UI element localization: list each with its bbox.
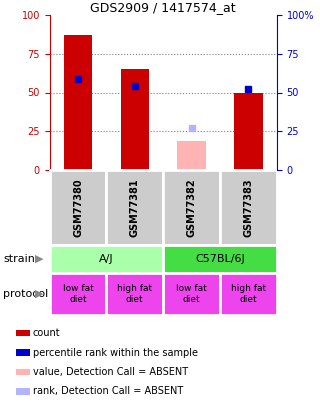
Text: rank, Detection Call = ABSENT: rank, Detection Call = ABSENT: [33, 386, 183, 396]
Text: GSM77383: GSM77383: [244, 178, 253, 237]
Text: low fat
diet: low fat diet: [176, 284, 207, 304]
Text: A/J: A/J: [99, 254, 114, 264]
Bar: [220, 273, 277, 315]
Bar: [121, 69, 149, 170]
Title: GDS2909 / 1417574_at: GDS2909 / 1417574_at: [90, 1, 236, 14]
Text: protocol: protocol: [3, 289, 48, 299]
Text: GSM77382: GSM77382: [187, 178, 196, 237]
Bar: [64, 35, 92, 170]
Bar: [163, 273, 220, 315]
Bar: [16, 350, 30, 356]
Bar: [50, 245, 163, 273]
Text: percentile rank within the sample: percentile rank within the sample: [33, 347, 198, 358]
Bar: [16, 369, 30, 375]
Text: strain: strain: [3, 254, 35, 264]
Bar: [50, 273, 106, 315]
Text: high fat
diet: high fat diet: [231, 284, 266, 304]
Text: GSM77380: GSM77380: [73, 178, 83, 237]
Bar: [163, 170, 220, 245]
Bar: [177, 141, 206, 170]
Text: GSM77381: GSM77381: [130, 178, 140, 237]
Bar: [16, 330, 30, 336]
Bar: [220, 170, 277, 245]
Bar: [106, 273, 163, 315]
Text: low fat
diet: low fat diet: [63, 284, 93, 304]
Bar: [50, 170, 106, 245]
Bar: [234, 92, 263, 170]
Bar: [106, 170, 163, 245]
Bar: [16, 388, 30, 394]
Text: value, Detection Call = ABSENT: value, Detection Call = ABSENT: [33, 367, 188, 377]
Text: ▶: ▶: [35, 289, 44, 299]
Text: ▶: ▶: [35, 254, 44, 264]
Bar: [163, 245, 277, 273]
Text: count: count: [33, 328, 60, 338]
Text: C57BL/6J: C57BL/6J: [195, 254, 245, 264]
Text: high fat
diet: high fat diet: [117, 284, 152, 304]
